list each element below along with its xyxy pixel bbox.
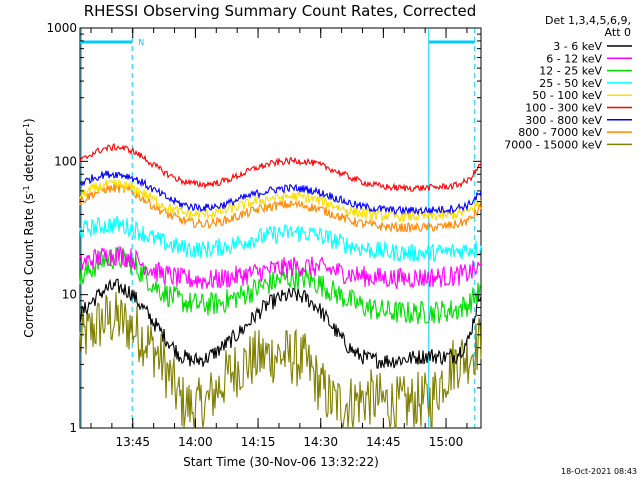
x-tick-label: 14:15 (241, 435, 276, 449)
series-line-0 (79, 278, 482, 369)
x-tick-label: 15:00 (429, 435, 464, 449)
plot-frame (79, 27, 482, 429)
y-axis-label: Corrected Count Rate (s-1 detector-1) (22, 118, 37, 337)
x-axis-ticks: 13:45 14:00 14:15 14:30 14:45 15:00 (90, 28, 468, 449)
series-line-2 (79, 246, 482, 325)
legend-label: 50 - 100 keV (532, 89, 602, 102)
plot-area: N 1 10 100 1000 13:45 14:00 14:15 14:30 14:45 15… (46, 21, 482, 449)
series-line-7 (79, 182, 482, 233)
x-tick-label: 14:45 (366, 435, 401, 449)
series-lines (79, 143, 482, 429)
x-tick-label: 14:00 (178, 435, 213, 449)
legend-label: 12 - 25 keV (539, 65, 602, 78)
legend-header-line2: Att 0 (605, 26, 631, 39)
y-tick-label: 1000 (46, 21, 77, 35)
series-line-4 (79, 177, 482, 224)
y-tick-label: 10 (62, 288, 77, 302)
flag-label: N (138, 38, 144, 47)
series-line-5 (79, 143, 482, 192)
legend-label: 800 - 7000 keV (518, 126, 602, 139)
timestamp: 18-Oct-2021 08:43 (561, 467, 637, 476)
y-axis-ticks: 1 10 100 1000 (46, 21, 481, 435)
x-axis-label: Start Time (30-Nov-06 13:32:22) (183, 455, 379, 469)
x-tick-label: 14:30 (303, 435, 338, 449)
legend-header-line1: Det 1,3,4,5,6,9, (545, 14, 631, 27)
series-line-6 (79, 170, 482, 216)
y-tick-label: 100 (54, 154, 77, 168)
series-line-1 (79, 245, 482, 290)
legend-label: 100 - 300 keV (525, 102, 602, 115)
y-tick-label: 1 (69, 421, 77, 435)
legend-label: 7000 - 15000 keV (504, 138, 602, 151)
legend-label: 6 - 12 keV (546, 52, 602, 65)
legend-label: 25 - 50 keV (539, 77, 602, 90)
legend-label: 300 - 800 keV (525, 114, 602, 127)
chart-title: RHESSI Observing Summary Count Rates, Co… (84, 2, 477, 20)
series-line-8 (79, 291, 482, 429)
x-tick-label: 13:45 (115, 435, 150, 449)
legend-label: 3 - 6 keV (553, 40, 602, 53)
series-line-3 (79, 215, 482, 263)
